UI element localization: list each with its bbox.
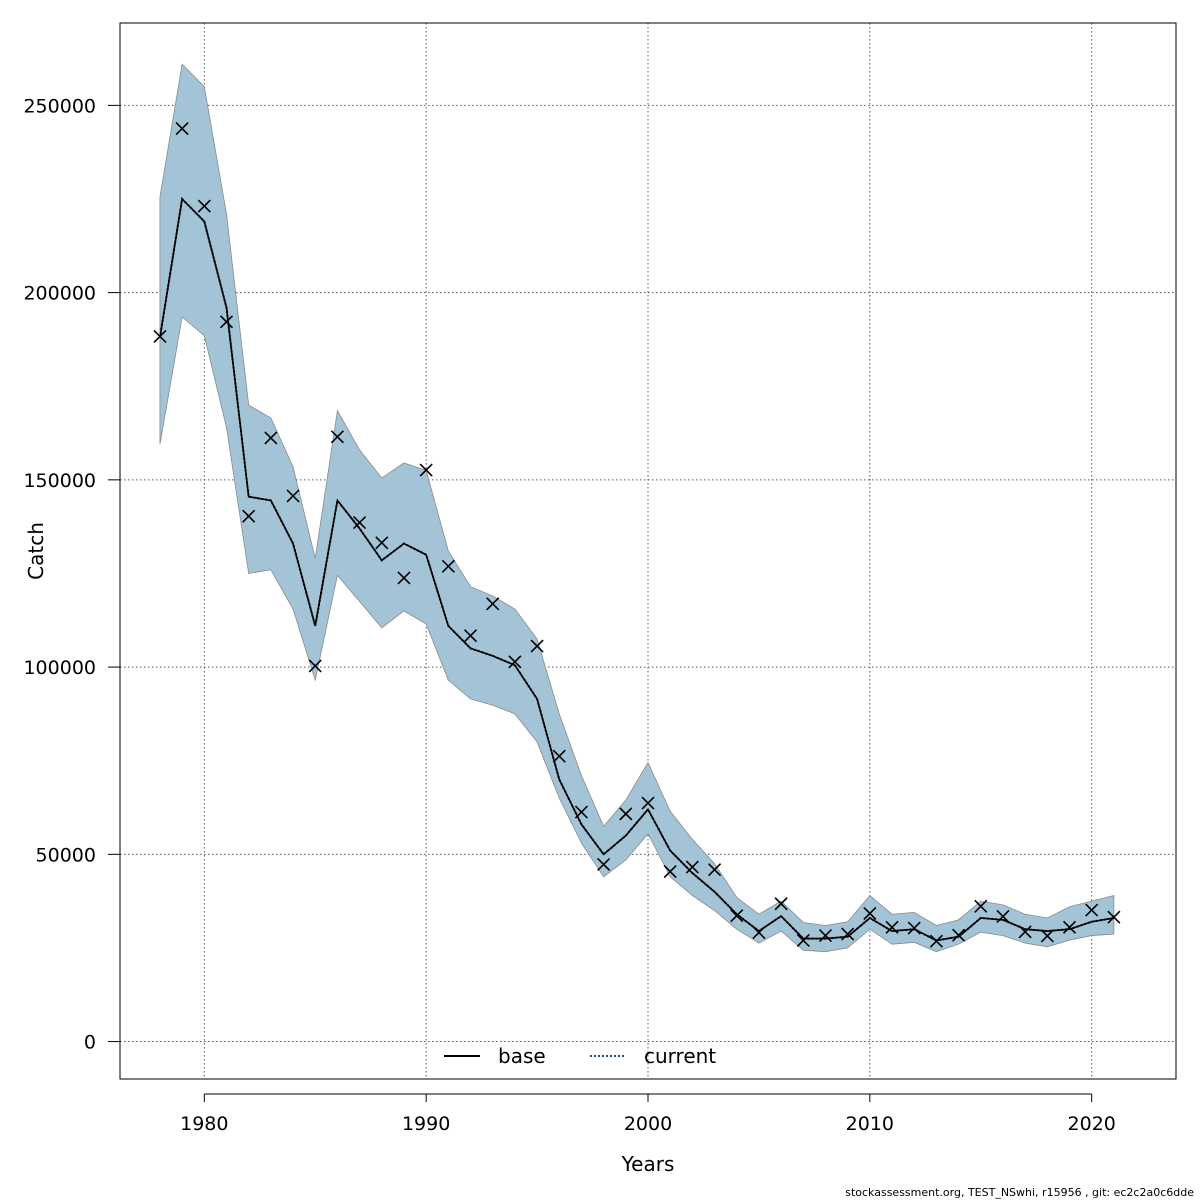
observed-markers	[153, 122, 1121, 948]
observed-point	[863, 906, 877, 921]
observed-point	[952, 928, 966, 942]
observed-point	[574, 805, 589, 819]
observed-point	[552, 749, 566, 763]
observed-point	[841, 927, 855, 941]
observed-point	[752, 926, 766, 940]
confidence-band-area	[159, 63, 1115, 953]
observed-point	[929, 934, 943, 948]
series-lines	[158, 196, 1115, 942]
observed-point	[353, 515, 367, 530]
y-axis: 0 50000 100000 150000 200000 250000	[23, 95, 120, 1054]
observed-point	[508, 655, 522, 669]
grid	[120, 23, 1176, 1079]
y-axis-title: Catch	[24, 522, 48, 580]
observed-point	[153, 329, 167, 343]
observed-point	[663, 864, 677, 879]
observed-point	[308, 659, 322, 673]
y-tick-label: 200000	[23, 283, 96, 305]
observed-point	[597, 857, 611, 871]
legend-item-current: current	[590, 1044, 716, 1068]
y-tick-label: 0	[84, 1032, 96, 1054]
observed-point	[397, 571, 411, 585]
observed-point	[286, 489, 300, 503]
x-tick-label: 1990	[402, 1113, 450, 1135]
y-tick-label: 150000	[23, 470, 96, 492]
observed-point	[885, 920, 899, 934]
observed-point	[530, 639, 544, 653]
observed-point	[486, 597, 500, 611]
legend-label: base	[498, 1044, 546, 1068]
observed-point	[619, 807, 633, 821]
observed-point	[1062, 920, 1077, 934]
series-line-current	[158, 196, 1115, 942]
observed-point	[641, 796, 655, 810]
observed-point	[219, 315, 234, 329]
y-tick-label: 100000	[23, 657, 96, 679]
observed-point	[1040, 929, 1054, 943]
x-axis: 1980 1990 2000 2010 2020	[180, 1093, 1116, 1135]
observed-point	[1018, 925, 1032, 939]
observed-point	[441, 559, 455, 573]
y-tick-label: 50000	[36, 844, 96, 866]
observed-point	[175, 122, 189, 136]
x-tick-label: 2010	[846, 1113, 894, 1135]
observed-point	[1107, 910, 1121, 924]
observed-point	[907, 921, 921, 935]
x-tick-label: 1980	[180, 1113, 228, 1135]
legend-item-base: base	[444, 1044, 546, 1068]
observed-point	[974, 899, 988, 913]
footer-credit: stockassessment.org, TEST_NSwhi, r15956 …	[845, 1186, 1194, 1199]
observed-point	[375, 536, 389, 550]
observed-point	[818, 929, 833, 943]
observed-point	[330, 430, 344, 444]
observed-point	[419, 463, 433, 477]
confidence-band	[159, 63, 1115, 953]
observed-point	[685, 860, 699, 874]
observed-point	[774, 897, 788, 911]
y-tick-label: 250000	[23, 95, 96, 117]
x-axis-title: Years	[621, 1152, 675, 1176]
observed-point	[264, 431, 278, 445]
x-tick-label: 2020	[1068, 1113, 1116, 1135]
observed-point	[796, 933, 810, 948]
observed-point	[197, 199, 211, 213]
legend: base current	[444, 1044, 716, 1068]
observed-point	[730, 909, 744, 923]
x-tick-label: 2000	[624, 1113, 672, 1135]
observed-point	[707, 863, 722, 877]
observed-point	[996, 909, 1010, 924]
legend-label: current	[644, 1044, 716, 1068]
observed-point	[463, 629, 478, 643]
observed-point	[242, 509, 256, 523]
observed-point	[1085, 903, 1099, 917]
plot-frame	[119, 22, 1177, 1080]
